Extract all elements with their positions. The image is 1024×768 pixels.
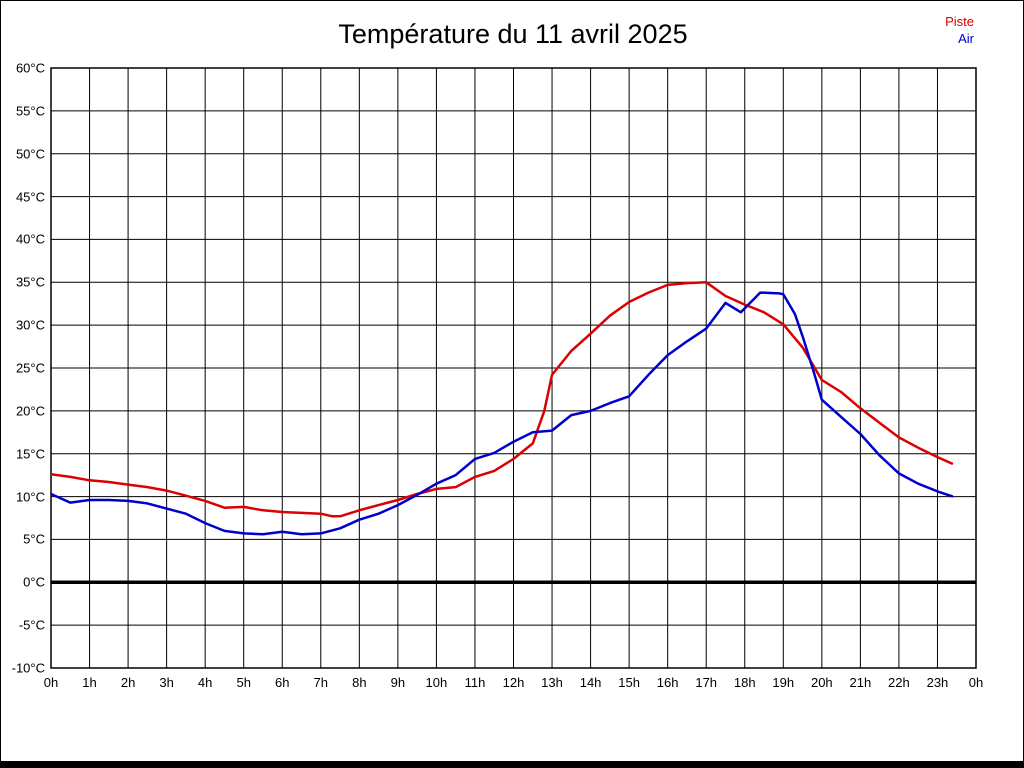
plot-border: [50, 67, 977, 669]
x-axis-tick-label: 10h: [425, 675, 448, 690]
air-line: [50, 291, 954, 536]
y-axis-tick-label: 55°C: [15, 103, 45, 119]
x-axis-tick-label: 9h: [390, 675, 406, 690]
y-axis-tick-label: 25°C: [15, 360, 45, 376]
y-axis-tick-label: -5°C: [18, 617, 45, 633]
x-axis-tick-label: 21h: [849, 675, 872, 690]
x-axis-tick-label: 20h: [810, 675, 833, 690]
y-axis-tick-label: 20°C: [15, 403, 45, 419]
x-axis-tick-label: 16h: [656, 675, 679, 690]
y-axis-tick-label: -10°C: [11, 660, 45, 676]
x-axis-tick-label: 23h: [926, 675, 949, 690]
x-axis-tick-label: 6h: [275, 675, 290, 690]
x-axis-tick-label: 2h: [120, 675, 136, 690]
x-axis-tick-label: 3h: [159, 675, 174, 690]
y-axis-tick-label: 5°C: [23, 531, 45, 547]
x-axis-tick-label: 14h: [579, 675, 602, 690]
legend-item-air: Air: [958, 31, 974, 46]
y-axis-tick-label: 50°C: [15, 146, 45, 162]
y-axis-tick-label: 40°C: [15, 231, 45, 247]
y-axis-tick-label: 30°C: [15, 317, 45, 333]
y-axis-tick-label: 15°C: [15, 446, 45, 462]
x-axis-tick-label: 19h: [772, 675, 795, 690]
x-axis-tick-label: 22h: [888, 675, 910, 690]
x-axis-tick-label: 11h: [464, 675, 486, 690]
y-axis-tick-label: 60°C: [15, 60, 45, 76]
bottom-border-bar: [1, 761, 1023, 767]
y-axis-tick-label: 0°C: [23, 574, 45, 590]
x-axis-tick-label: 15h: [618, 675, 640, 690]
legend-item-piste: Piste: [945, 14, 974, 29]
x-axis-tick-label: 4h: [197, 675, 213, 690]
x-axis-tick-label: 8h: [352, 675, 367, 690]
x-axis-tick-label: 1h: [82, 675, 97, 690]
x-axis-tick-label: 5h: [236, 675, 251, 690]
y-axis-tick-label: 35°C: [15, 274, 45, 290]
x-axis-tick-label: 17h: [695, 675, 718, 690]
x-axis-tick-label: 0h: [968, 675, 984, 690]
chart-legend: Piste Air: [945, 13, 974, 47]
x-axis-tick-label: 12h: [502, 675, 525, 690]
chart-title: Température du 11 avril 2025: [338, 19, 688, 49]
piste-line: [50, 281, 954, 518]
y-axis-tick-label: 45°C: [15, 189, 45, 205]
y-axis-tick-label: 10°C: [15, 489, 45, 505]
x-axis-tick-label: 7h: [313, 675, 329, 690]
x-axis-tick-label: 0h: [43, 675, 59, 690]
x-axis-tick-label: 13h: [541, 675, 563, 690]
x-axis-tick-label: 18h: [733, 675, 756, 690]
